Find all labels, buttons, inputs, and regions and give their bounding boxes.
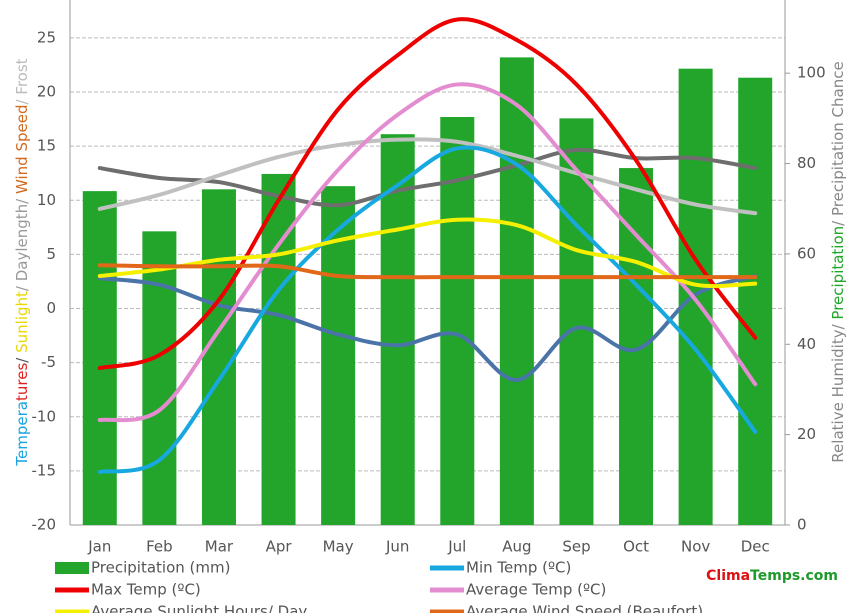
y-tick-label: -20 (32, 516, 57, 534)
y2-tick-label: 40 (797, 335, 816, 353)
x-tick-label: Apr (266, 538, 293, 556)
line (97, 145, 758, 474)
x-tick-label: May (323, 538, 354, 556)
x-tick-label: Oct (623, 538, 649, 556)
y-axis-title-part: Wind Speed (13, 105, 31, 195)
x-tick-label: Jun (385, 538, 409, 556)
watermark-part: Temps.com (750, 568, 838, 584)
line (97, 263, 758, 280)
x-tick-label: Dec (741, 538, 770, 556)
y2-tick-label: 20 (797, 425, 816, 443)
bar (380, 134, 415, 525)
line (97, 82, 758, 423)
legend-label: Max Temp (ºC) (91, 581, 201, 599)
bar (499, 57, 534, 525)
y-axis-title: Temperatures/ Sunlight/ Daylength/ Wind … (13, 58, 31, 466)
y2-axis-title: Relative Humidity/ Precipitation/ Precip… (829, 61, 847, 462)
y-axis-title-part: tures (13, 363, 31, 401)
y-axis-title-part: / (13, 353, 31, 363)
bar (201, 189, 236, 525)
y-tick-label: -10 (32, 407, 57, 425)
y-tick-label: 25 (37, 28, 56, 46)
legend-label: Average Wind Speed (Beaufort) (466, 603, 703, 613)
line (97, 137, 758, 216)
y2-tick-label: 80 (797, 154, 816, 172)
bar (82, 191, 117, 526)
x-tick-label: Sep (562, 538, 590, 556)
bar (619, 168, 654, 525)
y-axis-title-part: / Daylength/ (13, 194, 31, 291)
legend-label: Average Sunlight Hours/ Day (91, 603, 307, 613)
y-tick-label: -15 (32, 461, 57, 479)
bar (142, 231, 177, 525)
y2-tick-label: 100 (797, 64, 826, 82)
watermark: ClimaTemps.com (706, 568, 838, 584)
legend-swatch (55, 562, 89, 574)
y-axis-title-part: / Frost (13, 58, 31, 104)
y-tick-label: -5 (41, 353, 56, 371)
legend-label: Min Temp (ºC) (466, 559, 571, 577)
x-tick-label: Aug (502, 538, 531, 556)
line (97, 274, 758, 382)
bar (440, 117, 475, 526)
y-tick-label: 10 (37, 191, 56, 209)
y-tick-label: 0 (46, 299, 56, 317)
x-tick-label: Nov (681, 538, 710, 556)
legend-label: Precipitation (mm) (91, 559, 230, 577)
line (97, 147, 758, 208)
x-tick-label: Mar (205, 538, 234, 556)
line (97, 17, 758, 371)
y-tick-label: 15 (37, 137, 56, 155)
y2-axis-title-part: Precipitation (829, 226, 847, 320)
y2-axis-title-part: Relative Humidity/ (829, 320, 847, 463)
legend-label: Average Temp (ºC) (466, 581, 606, 599)
y2-axis-title-part: / Precipitation Chance (829, 61, 847, 226)
y2-tick-label: 60 (797, 244, 816, 262)
y2-tick-label: 0 (797, 516, 807, 534)
y-tick-label: 20 (37, 83, 56, 101)
watermark-part: Clima (706, 568, 750, 584)
line (97, 217, 758, 289)
x-tick-label: Jan (87, 538, 111, 556)
y-axis-title-part: Tempera (13, 401, 31, 467)
y-tick-label: 5 (46, 245, 56, 263)
bar (738, 77, 773, 525)
bar (559, 118, 594, 525)
x-tick-label: Jul (447, 538, 466, 556)
y-axis-title-part: Sunlight (13, 291, 31, 353)
x-tick-label: Feb (146, 538, 173, 556)
